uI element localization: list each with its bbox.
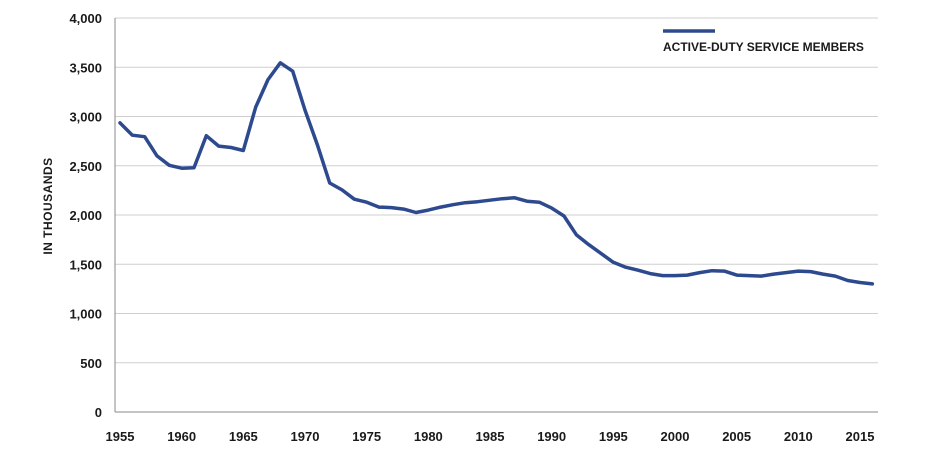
x-tick-label: 1955 — [106, 429, 135, 444]
x-tick-label: 1985 — [476, 429, 505, 444]
x-tick-label: 1995 — [599, 429, 628, 444]
y-tick-label: 3,500 — [69, 60, 102, 75]
y-tick-label: 3,000 — [69, 110, 102, 125]
y-tick-label: 1,500 — [69, 257, 102, 272]
legend: ACTIVE-DUTY SERVICE MEMBERS — [663, 29, 864, 54]
y-tick-label: 4,000 — [69, 11, 102, 26]
x-tick-label: 1990 — [537, 429, 566, 444]
series-line-active-duty — [118, 61, 875, 286]
y-tick-labels: 0 500 1,000 1,500 2,000 2,500 3,000 3,500 4,000 — [69, 11, 102, 420]
y-tick-label: 0 — [95, 405, 102, 420]
y-tick-label: 2,500 — [69, 159, 102, 174]
x-tick-label: 1970 — [291, 429, 320, 444]
x-tick-label: 2005 — [722, 429, 751, 444]
x-tick-label: 1965 — [229, 429, 258, 444]
x-tick-labels: 1955 1960 1965 1970 1975 1980 1985 1990 1995 2000… — [106, 429, 875, 444]
x-tick-label: 1975 — [352, 429, 381, 444]
y-axis-label: IN THOUSANDS — [41, 157, 55, 254]
x-tick-label: 2015 — [846, 429, 875, 444]
x-tick-label: 2000 — [661, 429, 690, 444]
gridlines — [115, 17, 878, 364]
y-tick-label: 2,000 — [69, 208, 102, 223]
x-tick-label: 1960 — [167, 429, 196, 444]
x-tick-label: 1980 — [414, 429, 443, 444]
x-tick-label: 2010 — [784, 429, 813, 444]
legend-label: ACTIVE-DUTY SERVICE MEMBERS — [663, 40, 864, 54]
y-tick-label: 1,000 — [69, 307, 102, 322]
y-tick-label: 500 — [80, 356, 102, 371]
